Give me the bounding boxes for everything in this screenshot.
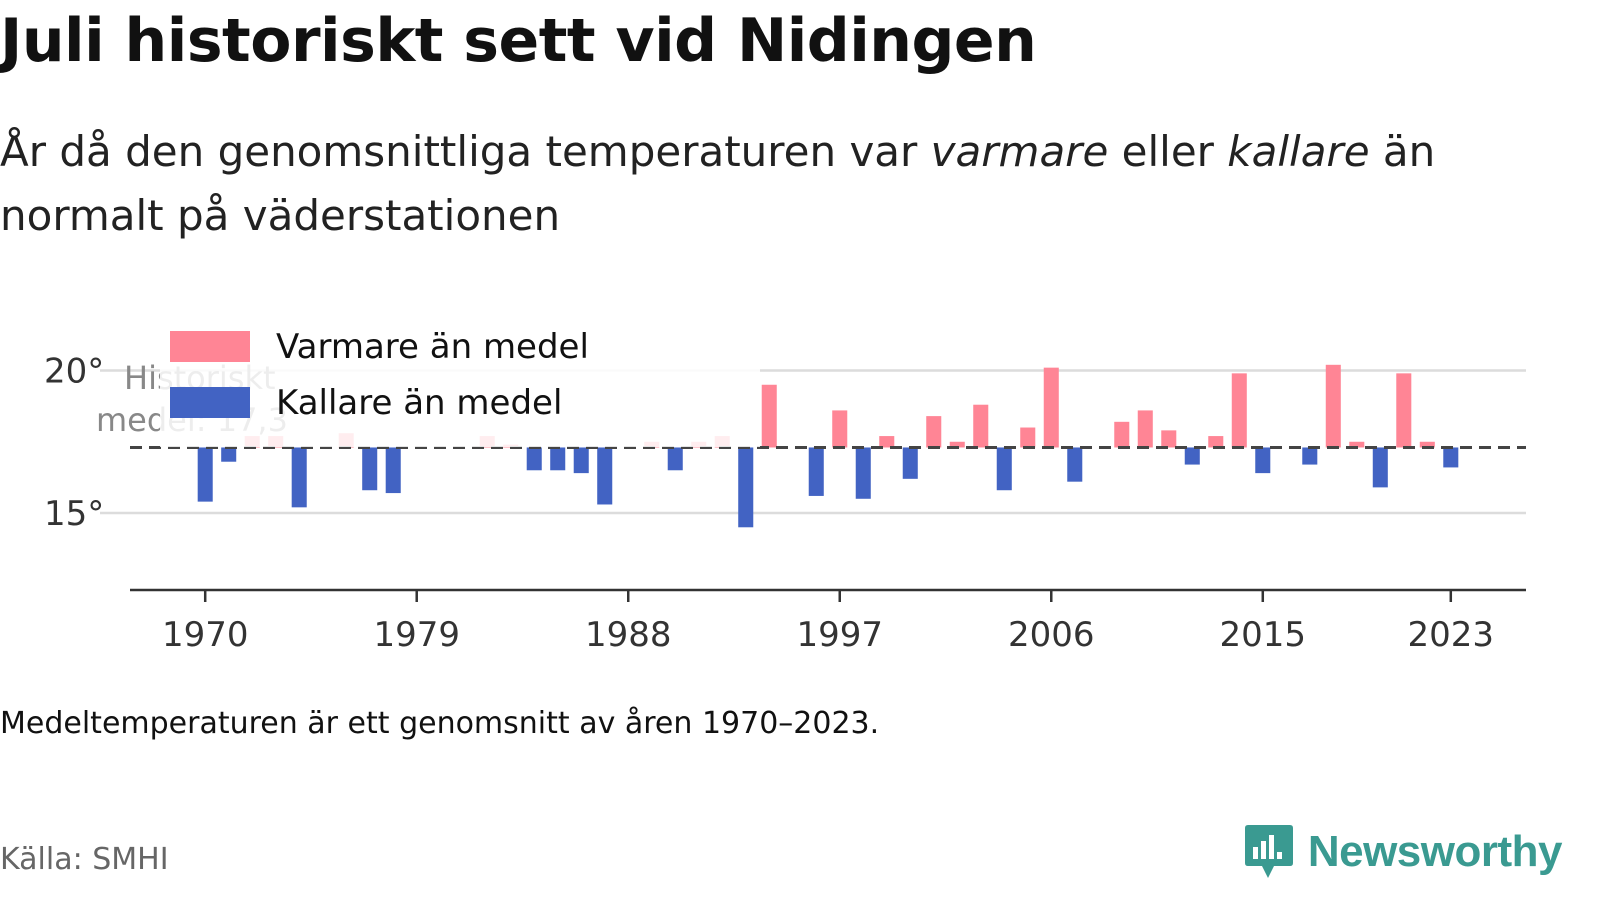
bar-2002 xyxy=(949,441,965,448)
bar-2021 xyxy=(1396,373,1412,448)
brand-name: Newsworthy xyxy=(1307,827,1563,876)
x-tick-label-2006: 2006 xyxy=(1008,615,1095,655)
x-tick-label-2023: 2023 xyxy=(1408,615,1495,655)
bar-1990 xyxy=(667,447,683,471)
subtitle-warm-word: varmare xyxy=(930,127,1109,176)
bar-2019 xyxy=(1349,441,1365,448)
y-tick-label-20: 20° xyxy=(44,352,104,392)
legend: Varmare än medel Kallare än medel xyxy=(160,327,760,447)
bar-1987 xyxy=(597,447,613,505)
bar-2012 xyxy=(1184,447,1200,465)
subtitle-text-1: År då den genomsnittliga temperaturen va… xyxy=(0,127,931,176)
bar-1986 xyxy=(573,447,589,474)
bar-2020 xyxy=(1372,447,1388,488)
bar-2022 xyxy=(1419,441,1435,448)
bar-2006 xyxy=(1043,367,1059,448)
x-axis-ticks: 1970 1979 1988 1997 2006 2015 2023 xyxy=(162,590,1494,655)
bar-2013 xyxy=(1208,436,1224,448)
subtitle-cold-word: kallare xyxy=(1227,127,1370,176)
bar-1996 xyxy=(808,447,824,496)
chart-title: Juli historiskt sett vid Nidingen xyxy=(0,6,1037,76)
bar-2015 xyxy=(1255,447,1271,474)
bar-1998 xyxy=(855,447,871,499)
bar-2017 xyxy=(1302,447,1318,465)
bar-1985 xyxy=(550,447,566,471)
bar-chart-bubble-icon xyxy=(1244,825,1293,878)
legend-warm-swatch xyxy=(170,331,250,362)
bar-1970 xyxy=(197,447,213,502)
bar-2004 xyxy=(996,447,1012,491)
subtitle-text-3: än normalt på väderstationen xyxy=(0,127,1436,240)
subtitle-text-2: eller xyxy=(1108,127,1228,176)
y-axis-labels: 15° 20° xyxy=(44,352,104,535)
source-label: Källa: SMHI xyxy=(0,842,169,877)
legend-background xyxy=(160,332,760,447)
legend-warm-label: Varmare än medel xyxy=(276,327,589,367)
x-tick-label-1979: 1979 xyxy=(373,615,460,655)
legend-cold-label: Kallare än medel xyxy=(276,383,562,423)
x-tick-label-1970: 1970 xyxy=(162,615,249,655)
footnote: Medeltemperaturen är ett genomsnitt av å… xyxy=(0,706,880,741)
bar-1978 xyxy=(385,447,401,494)
bar-2005 xyxy=(1020,427,1036,448)
bar-2000 xyxy=(902,447,918,479)
bar-1977 xyxy=(362,447,378,491)
bar-1993 xyxy=(738,447,754,528)
bar-1971 xyxy=(221,447,237,462)
chart-subtitle: År då den genomsnittliga temperaturen va… xyxy=(0,120,1560,248)
bar-2014 xyxy=(1231,373,1247,448)
bar-2010 xyxy=(1137,410,1153,448)
brand-logo: Newsworthy xyxy=(1244,822,1563,882)
bar-1994 xyxy=(761,384,777,448)
bar-1997 xyxy=(832,410,848,448)
bar-1984 xyxy=(526,447,542,471)
bar-2009 xyxy=(1114,421,1130,448)
x-tick-label-1997: 1997 xyxy=(796,615,883,655)
x-tick-label-1988: 1988 xyxy=(585,615,672,655)
temperature-bar-chart: 15°20° Historiskt medel: 17,3 Varmare än… xyxy=(44,327,1526,655)
y-tick-label-15: 15° xyxy=(44,494,104,534)
bar-1974 xyxy=(291,447,307,508)
bar-1999 xyxy=(879,436,895,448)
bar-2018 xyxy=(1325,364,1341,448)
bars xyxy=(197,364,1459,528)
legend-cold-swatch xyxy=(170,387,250,418)
bar-2003 xyxy=(973,404,989,448)
bar-2007 xyxy=(1067,447,1083,482)
bar-2001 xyxy=(926,416,942,448)
bar-2011 xyxy=(1161,430,1177,448)
bar-2023 xyxy=(1443,447,1459,468)
x-tick-label-2015: 2015 xyxy=(1220,615,1307,655)
